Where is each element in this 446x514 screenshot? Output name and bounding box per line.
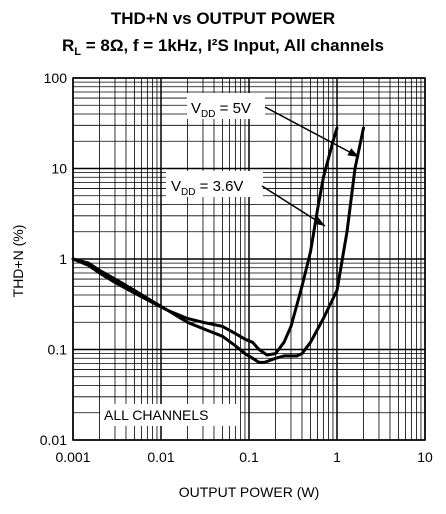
chart-title: THD+N vs OUTPUT POWER (111, 9, 335, 28)
subtitle-rl: R (62, 36, 74, 55)
all-channels-bg (100, 404, 240, 426)
subtitle-rl-subscript: L (74, 46, 81, 58)
y-tick-labels: 0.01 0.1 1 10 100 (40, 70, 67, 448)
subtitle-rest: = 8Ω, f = 1kHz, I²S Input, All channels (81, 36, 384, 55)
y-tick-label: 100 (44, 70, 68, 86)
label-vdd5-bg (187, 93, 265, 119)
series-label-vdd-3-6v: VDD = 3.6V (171, 178, 243, 198)
series-line-vdd-3-6v (71, 126, 339, 357)
series-label-vdd-5v: VDD = 5V (191, 100, 251, 120)
y-axis-label: THD+N (%) (10, 225, 26, 298)
arrow-vdd-3-6v-head (313, 216, 325, 226)
x-tick-label: 1 (333, 449, 341, 465)
y-tick-label: 1 (59, 251, 67, 267)
label-vdd36-bg (166, 171, 263, 197)
x-tick-label: 0.01 (147, 449, 174, 465)
arrow-vdd-3-6v-shaft (261, 185, 326, 227)
annotation-arrows (261, 106, 360, 227)
x-tick-label: 10 (417, 449, 433, 465)
y-tick-label: 10 (51, 161, 67, 177)
arrow-vdd-5v-shaft (264, 106, 360, 158)
y-tick-label: 0.01 (40, 432, 67, 448)
y-tick-label: 0.1 (48, 342, 68, 358)
x-tick-label: 0.1 (239, 449, 259, 465)
all-channels-label: ALL CHANNELS (104, 407, 209, 423)
chart-subtitle: RL = 8Ω, f = 1kHz, I²S Input, All channe… (62, 36, 384, 58)
arrow-vdd-5v-head (347, 148, 359, 157)
series-line-vdd-5v (71, 126, 365, 364)
x-axis-label: OUTPUT POWER (W) (179, 484, 320, 500)
x-tick-labels: 0.001 0.01 0.1 1 10 (55, 449, 433, 465)
x-tick-label: 0.001 (55, 449, 90, 465)
series-layer (71, 126, 365, 364)
